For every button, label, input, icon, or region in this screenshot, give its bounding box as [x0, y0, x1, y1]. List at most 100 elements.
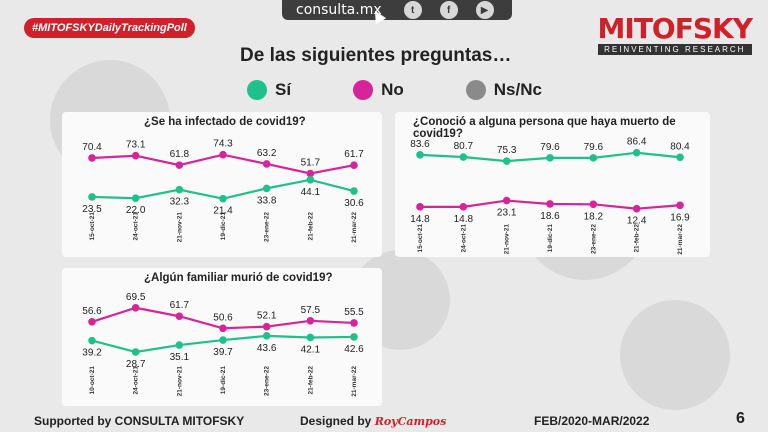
data-label: 55.5: [344, 307, 364, 318]
data-label: 61.8: [170, 149, 190, 160]
data-label: 80.7: [454, 141, 474, 152]
data-point: [131, 348, 140, 356]
x-tick-label: 10-oct-21: [89, 366, 96, 395]
x-tick-label: 23-ene-22: [590, 224, 597, 254]
data-label: 79.6: [584, 142, 604, 153]
legend-label-no: No: [381, 80, 404, 99]
brand-tagline: REINVENTING RESEARCH: [597, 44, 752, 55]
x-tick-label: 24-oct-21: [133, 212, 140, 241]
chart-infected: 70.4 73.1 61.8 74.3 63.2 51.7 61.7 23.5 22.0 32.3…: [82, 139, 364, 243]
data-label: 74.3: [213, 139, 233, 150]
designer-signature: RoyCampos: [374, 415, 447, 428]
data-point: [175, 161, 184, 169]
chart-title: ¿Conoció a alguna persona que haya muert…: [413, 116, 676, 140]
data-point: [131, 194, 140, 202]
legend-swatch-si: [247, 80, 267, 100]
legend-swatch-nsnc: [465, 80, 486, 100]
x-tick-label: 15-oct-21: [89, 212, 96, 241]
data-label: 23.1: [497, 208, 517, 219]
data-label: 50.6: [213, 312, 233, 323]
data-label: 86.4: [627, 137, 647, 148]
x-tick-label: 19-dic-21: [220, 212, 227, 241]
data-point: [262, 160, 271, 168]
chart-known-death: 83.6 80.7 75.3 79.6 79.6 86.4 80.4 14.8 14.8 23.1…: [410, 137, 690, 255]
data-point: [502, 196, 511, 205]
x-tick-label: 24-oct-21: [460, 224, 467, 253]
data-point: [416, 151, 424, 159]
data-point: [546, 154, 554, 162]
data-label: 57.5: [301, 305, 321, 316]
x-tick-label: 15-oct-21: [417, 224, 424, 253]
footer-designed: Designed by RoyCampos: [300, 414, 446, 428]
data-label: 16.9: [670, 212, 690, 223]
data-label: 44.1: [301, 187, 321, 198]
x-tick-label: 21-mar-22: [351, 366, 358, 397]
data-point: [131, 151, 140, 160]
x-tick-label: 21-mar-22: [351, 212, 358, 243]
legend: Sí No Ns/Nc: [247, 80, 596, 100]
youtube-icon[interactable]: ▶: [475, 1, 494, 19]
x-tick-label: 21-feb-22: [307, 366, 314, 395]
data-label: 35.1: [170, 352, 190, 363]
data-point: [589, 154, 598, 162]
data-point: [175, 312, 184, 321]
x-tick-label: 21-nov-21: [176, 366, 183, 397]
top-bar: consulta.mx t f ▶: [282, 0, 512, 20]
data-point: [262, 332, 271, 340]
data-point: [262, 322, 271, 331]
data-point: [306, 169, 315, 178]
data-label: 14.8: [410, 214, 430, 225]
page-title: De las siguientes preguntas…: [240, 45, 512, 66]
data-label: 39.7: [213, 347, 233, 358]
chart-panel-family-death: ¿Algún familiar murió de covid19? 56.6 69…: [62, 268, 382, 406]
data-label: 52.1: [257, 311, 277, 322]
data-point: [262, 184, 271, 193]
data-point: [350, 161, 358, 170]
data-point: [676, 201, 684, 210]
chart-panel-infected: ¿Se ha infectado de covid19? 70.4 73.1 61.…: [62, 112, 382, 257]
brand-logo: MITOFSKY REINVENTING RESEARCH: [597, 12, 753, 55]
facebook-icon[interactable]: f: [439, 1, 458, 19]
legend-label-si: Sí: [275, 80, 292, 99]
data-label: 18.2: [584, 211, 604, 222]
x-tick-label: 21-feb-22: [634, 224, 641, 253]
data-point: [88, 154, 96, 162]
data-point: [632, 148, 641, 157]
brand-name: MITOFSKY: [597, 12, 753, 45]
data-point: [219, 324, 227, 333]
x-tick-label: 23-ene-22: [264, 212, 271, 242]
x-tick-label: 21-nov-21: [176, 212, 183, 243]
chart-title: ¿Se ha infectado de covid19?: [144, 116, 306, 128]
site-link[interactable]: consulta.mx: [296, 2, 382, 18]
data-point: [306, 316, 315, 325]
data-label: 61.7: [344, 149, 364, 160]
data-point: [350, 333, 358, 341]
data-point: [350, 319, 358, 327]
data-point: [416, 203, 424, 211]
virus-decoration: [620, 300, 730, 410]
footer-designed-label: Designed by: [300, 414, 372, 428]
data-label: 75.3: [497, 145, 517, 156]
chart-panel-known-death: ¿Conoció a alguna persona que haya muert…: [395, 112, 710, 257]
data-label: 56.6: [82, 306, 102, 317]
data-point: [88, 193, 96, 201]
data-label: 18.6: [540, 211, 560, 222]
page-number: 6: [736, 410, 745, 427]
data-point: [676, 153, 684, 162]
data-label: 69.5: [126, 292, 146, 303]
data-point: [306, 333, 315, 342]
footer-period: FEB/2020-MAR/2022: [534, 414, 650, 428]
data-point: [350, 187, 358, 195]
data-label: 70.4: [82, 142, 102, 153]
footer-supported: Supported by CONSULTA MITOFSKY: [34, 414, 245, 428]
data-label: 30.6: [344, 198, 364, 209]
x-tick-label: 21-feb-22: [307, 212, 314, 241]
x-tick-label: 19-dic-21: [547, 224, 554, 253]
x-tick-label: 23-ene-22: [264, 366, 271, 396]
twitter-icon[interactable]: t: [403, 1, 422, 19]
hashtag-badge: #MITOFSKYDailyTrackingPoll: [24, 18, 195, 38]
x-tick-label: 21-nov-21: [504, 224, 511, 255]
data-label: 42.6: [344, 344, 364, 355]
data-point: [88, 317, 96, 326]
chart-title: ¿Algún familiar murió de covid19?: [144, 272, 333, 284]
